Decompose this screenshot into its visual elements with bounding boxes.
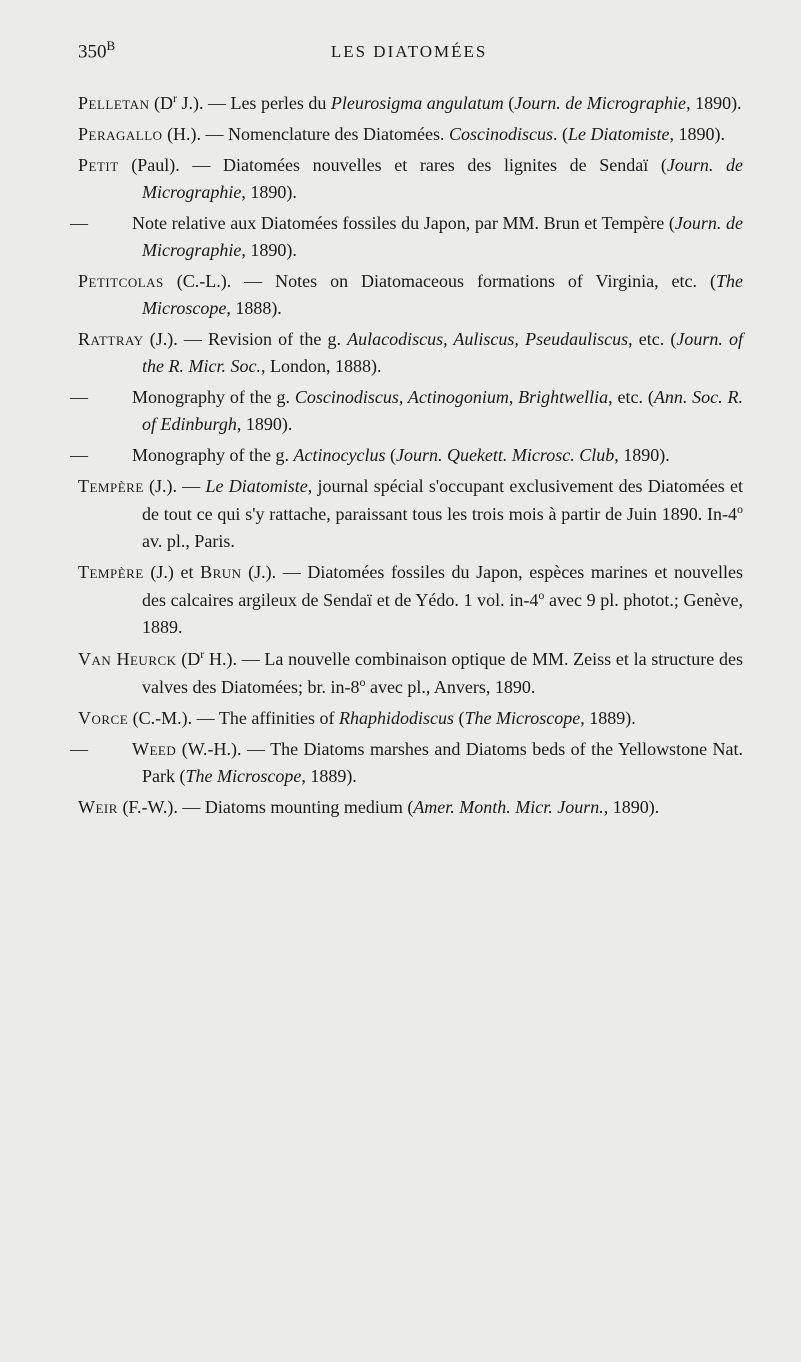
entry-text: av. pl., Paris. <box>142 531 235 551</box>
entry-author: Vorce <box>78 708 128 728</box>
entry-text: (J.). — Revision of the g. <box>144 329 348 349</box>
entry-text: Monography of the g. <box>132 387 295 407</box>
entry-text: , 1890). <box>670 124 726 144</box>
entry-text: avec pl., Anvers, 1890. <box>365 677 535 697</box>
bibliography-entry: Weir (F.-W.). — Diatoms mounting medium … <box>78 794 743 821</box>
page-header: 350B LES DIATOMÉES <box>78 38 743 63</box>
dash-icon: — <box>106 736 132 763</box>
entry-text: (C.-L.). — Notes on Diatomaceous formati… <box>164 271 716 291</box>
entry-text: , London, 1888). <box>261 356 382 376</box>
dash-icon: — <box>106 384 132 411</box>
entry-text: , 1888). <box>226 298 282 318</box>
entry-text: , 1890). <box>241 240 297 260</box>
entry-author: Brun <box>200 562 241 582</box>
entry-journal-italic: Journ. Quekett. Microsc. Club <box>396 445 614 465</box>
entry-text: (H.). — Nomenclature des Diatomées. <box>163 124 449 144</box>
entry-text: , etc. ( <box>628 329 676 349</box>
entry-author: Tempère <box>78 562 144 582</box>
entry-text: J.). — Les perles du <box>177 93 331 113</box>
entry-text: ( <box>504 93 515 113</box>
entry-author: Rattray <box>78 329 144 349</box>
entry-text: (Paul). — Diatomées nouvelles et rares d… <box>119 155 667 175</box>
entry-journal-italic: The Microscope <box>186 766 302 786</box>
entry-journal-italic: The Microscope <box>464 708 580 728</box>
entry-text: (C.-M.). — The affinities of <box>128 708 339 728</box>
entry-text: ( <box>385 445 396 465</box>
entry-text: Note relative aux Diatomées fossiles du … <box>132 213 675 233</box>
entry-author: Van Heurck <box>78 649 177 669</box>
entry-text: , etc. ( <box>608 387 654 407</box>
entry-title-italic: Coscinodiscus, Actinogonium, Brightwelli… <box>295 387 608 407</box>
entry-author: Petitcolas <box>78 271 164 291</box>
bibliography-entry: Peragallo (H.). — Nomenclature des Diato… <box>78 121 743 148</box>
entry-author: Tempère <box>78 476 144 496</box>
entry-title-italic: Aulacodiscus, Auliscus, Pseudauliscus <box>347 329 628 349</box>
entry-text: Monography of the g. <box>132 445 293 465</box>
entry-text: , 1889). <box>580 708 636 728</box>
entry-journal-italic: Amer. Month. Micr. Journ. <box>413 797 603 817</box>
bibliography-entry: Van Heurck (Dr H.). — La nouvelle combin… <box>78 645 743 701</box>
dash-icon: — <box>106 210 132 237</box>
entry-text: , 1890). <box>237 414 293 434</box>
bibliography-entry: Petitcolas (C.-L.). — Notes on Diatomace… <box>78 268 743 322</box>
entry-title-italic: Pleurosigma angulatum <box>331 93 504 113</box>
entry-text: , 1890). <box>614 445 670 465</box>
entry-text: , 1890). <box>604 797 660 817</box>
entry-text: . ( <box>553 124 568 144</box>
bibliography-entry: —Monography of the g. Coscinodiscus, Act… <box>78 384 743 438</box>
entry-text: , 1890). <box>241 182 297 202</box>
entry-journal-italic: Journ. de Micrographie <box>514 93 686 113</box>
entry-text: , 1889). <box>301 766 357 786</box>
bibliography-entry: —Monography of the g. Actinocyclus (Jour… <box>78 442 743 469</box>
bibliography-entry: Pelletan (Dr J.). — Les perles du Pleuro… <box>78 89 743 117</box>
entry-text: (J.) et <box>144 562 200 582</box>
entry-title-italic: Rhaphidodiscus <box>339 708 454 728</box>
entry-author: Weed <box>132 739 176 759</box>
entry-superscript: o <box>737 502 743 516</box>
page-title: LES DIATOMÉES <box>75 42 743 62</box>
bibliography-entry: —Note relative aux Diatomées fossiles du… <box>78 210 743 264</box>
bibliography-entry: Tempère (J.) et Brun (J.). — Diatomées f… <box>78 559 743 641</box>
entry-title-italic: Coscinodiscus <box>449 124 553 144</box>
entry-author: Petit <box>78 155 119 175</box>
entry-text: ( <box>454 708 465 728</box>
dash-icon: — <box>106 442 132 469</box>
bibliography-entry: Rattray (J.). — Revision of the g. Aulac… <box>78 326 743 380</box>
entry-author: Weir <box>78 797 118 817</box>
bibliography-entries: Pelletan (Dr J.). — Les perles du Pleuro… <box>78 89 743 821</box>
entry-text: (D <box>177 649 201 669</box>
entry-text: (J.). — <box>144 476 206 496</box>
entry-text: (F.-W.). — Diatoms mounting medium ( <box>118 797 413 817</box>
entry-title-italic: Le Diatomiste <box>206 476 308 496</box>
bibliography-entry: Petit (Paul). — Diatomées nouvelles et r… <box>78 152 743 206</box>
entry-journal-italic: Le Diatomiste <box>568 124 670 144</box>
entry-author: Pelletan <box>78 93 149 113</box>
entry-text: (D <box>149 93 173 113</box>
entry-author: Peragallo <box>78 124 163 144</box>
entry-title-italic: Actinocyclus <box>293 445 385 465</box>
bibliography-entry: Tempère (J.). — Le Diatomiste, journal s… <box>78 473 743 555</box>
entry-text: , 1890). <box>686 93 742 113</box>
bibliography-entry: —Weed (W.-H.). — The Diatoms marshes and… <box>78 736 743 790</box>
bibliography-entry: Vorce (C.-M.). — The affinities of Rhaph… <box>78 705 743 732</box>
